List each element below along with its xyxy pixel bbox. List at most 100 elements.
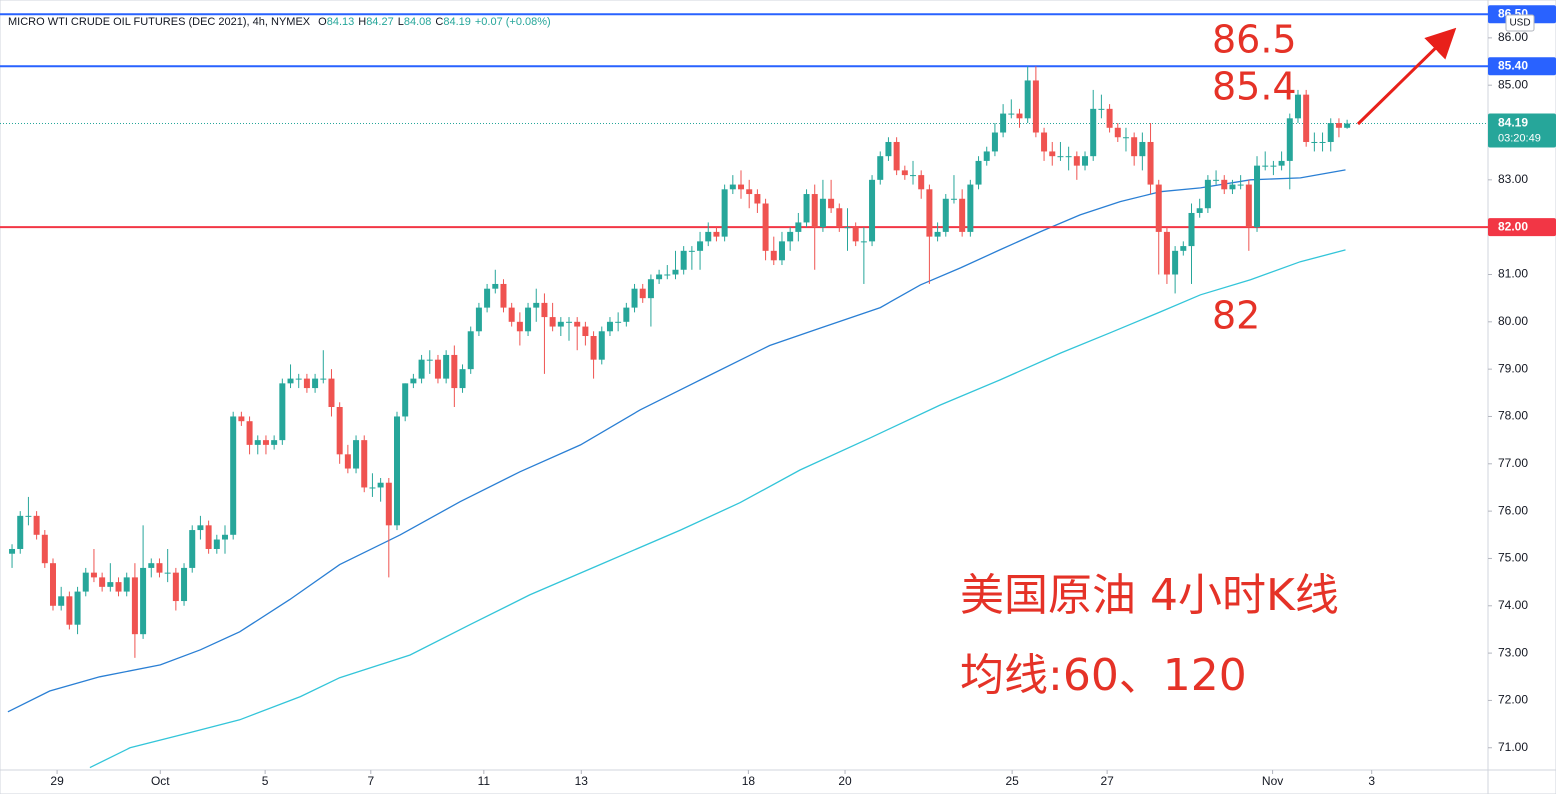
candle-body [672, 269, 679, 275]
symbol: MICRO WTI CRUDE OIL FUTURES (DEC 2021), … [8, 16, 311, 28]
candle-body [90, 572, 97, 578]
candle-body [434, 359, 441, 379]
candle-body [197, 525, 204, 531]
x-tick-label: Nov [1262, 774, 1283, 788]
quote-label: H [358, 16, 366, 28]
y-tick-label: 85.00 [1498, 77, 1528, 91]
candle-body [590, 336, 597, 360]
candle-body [680, 250, 687, 270]
candle-body [885, 141, 892, 157]
candle-body [115, 582, 122, 592]
candle-body [1213, 179, 1220, 181]
candle-body [942, 198, 949, 232]
candle-body [1188, 212, 1195, 247]
x-tick-label: 20 [838, 774, 852, 788]
candle-body [664, 274, 671, 276]
candle-body [1294, 94, 1301, 119]
candle-body [828, 198, 835, 209]
candle-body [508, 307, 515, 322]
candle-body [1327, 123, 1334, 142]
candle-body [1254, 165, 1261, 228]
candle-body [156, 563, 163, 573]
header: MICRO WTI CRUDE OIL FUTURES (DEC 2021), … [8, 16, 551, 28]
candle-body [754, 194, 761, 204]
candle-body [656, 274, 663, 280]
candle-body [123, 577, 130, 592]
x-tick-label: 3 [1368, 774, 1375, 788]
candle-body [950, 198, 957, 200]
candle-body [1180, 246, 1187, 251]
currency: USD [1509, 18, 1530, 29]
candle-body [910, 175, 917, 177]
candle-body [1090, 108, 1097, 157]
candle-body [697, 241, 704, 251]
candle-body [1131, 137, 1138, 157]
candle-body [254, 440, 261, 445]
annotation: 82 [1212, 294, 1260, 338]
candle-body [1024, 80, 1031, 119]
candle-body [983, 151, 990, 161]
candle-body [901, 170, 908, 176]
candle-body [967, 184, 974, 232]
annotation: 均线:60、120 [960, 650, 1247, 701]
candle-body [582, 326, 589, 337]
candle-body [426, 359, 433, 361]
candle-body [803, 194, 810, 223]
x-tick-label: 25 [1005, 774, 1019, 788]
candle-body [213, 539, 220, 549]
candle-body [852, 227, 859, 242]
candle-body [1163, 231, 1170, 275]
countdown: 03:20:49 [1498, 132, 1541, 144]
candle-body [606, 321, 613, 332]
candle-body [320, 378, 327, 380]
candle-body [295, 378, 302, 380]
candle-body [1335, 123, 1342, 128]
candle-body [1073, 156, 1080, 166]
candle-body [148, 563, 155, 568]
candle-body [328, 378, 335, 408]
y-tick-label: 83.00 [1498, 172, 1528, 186]
quote-label: O [318, 16, 327, 28]
candle-body [1122, 137, 1129, 139]
candle-body [1041, 132, 1048, 152]
candle-body [1155, 184, 1162, 232]
candle-body [770, 250, 777, 261]
y-tick-label: 79.00 [1498, 361, 1528, 375]
x-tick-label: 27 [1100, 774, 1114, 788]
candle-body [623, 307, 630, 322]
y-tick-label: 80.00 [1498, 314, 1528, 328]
candle-body [41, 534, 48, 564]
candle-body [860, 241, 867, 243]
y-tick-label: 86.00 [1498, 30, 1528, 44]
last-price-label: 84.19 [1498, 116, 1528, 130]
candle-body [1098, 108, 1105, 110]
candle-body [1065, 156, 1072, 158]
x-tick-label: 13 [575, 774, 589, 788]
candle-body [418, 359, 425, 379]
candle-body [975, 160, 982, 185]
candle-body [1057, 156, 1064, 158]
candle-body [33, 515, 40, 535]
candle-body [287, 378, 294, 384]
x-tick-label: 5 [262, 774, 269, 788]
candle-body [402, 383, 409, 417]
candle-body [172, 572, 179, 602]
candle-body [991, 132, 998, 152]
candle-body [336, 407, 343, 455]
candle-body [1311, 141, 1318, 143]
candle-body [25, 515, 32, 517]
candle-body [844, 227, 851, 229]
candle-body [639, 288, 646, 299]
candle-body [533, 302, 540, 308]
candle-body [1032, 80, 1039, 133]
candle-body [312, 378, 319, 389]
candle-body [443, 354, 450, 379]
candle-body [688, 250, 695, 252]
candle-body [1229, 184, 1236, 190]
quote-value: 84.13 [327, 16, 355, 28]
candle-body [140, 567, 147, 635]
candle-body [353, 440, 360, 469]
candle-body [811, 194, 818, 228]
y-tick-label: 74.00 [1498, 598, 1528, 612]
